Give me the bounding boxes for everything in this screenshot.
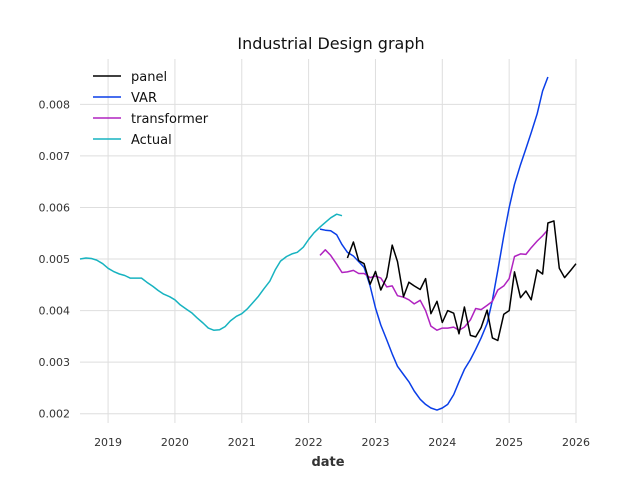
x-tick-label: 2019 <box>94 436 122 449</box>
grid <box>80 59 577 423</box>
x-tick-label: 2023 <box>361 436 389 449</box>
x-tick-label: 2020 <box>161 436 189 449</box>
series-line-var <box>319 76 549 411</box>
y-tick-label: 0.007 <box>39 150 71 163</box>
series-line-actual <box>79 213 343 331</box>
y-tick-label: 0.002 <box>39 408 71 421</box>
x-tick-label: 2026 <box>562 436 590 449</box>
y-tick-label: 0.004 <box>39 305 71 318</box>
y-axis-ticks: 0.002 0.003 0.004 0.005 0.006 0.007 0.008 <box>39 98 71 420</box>
y-tick-label: 0.008 <box>39 98 71 111</box>
x-tick-label: 2024 <box>428 436 456 449</box>
y-tick-label: 0.005 <box>39 253 71 266</box>
series-line-transformer <box>319 229 549 331</box>
chart-title: Industrial Design graph <box>237 34 424 53</box>
x-tick-label: 2025 <box>495 436 523 449</box>
y-tick-label: 0.006 <box>39 201 71 214</box>
legend-label: transformer <box>131 112 209 127</box>
legend: panel VAR transformer Actual <box>93 70 209 148</box>
y-tick-label: 0.003 <box>39 356 71 369</box>
series-lines <box>79 76 577 411</box>
x-axis-label: date <box>311 455 344 470</box>
legend-label: Actual <box>131 133 172 148</box>
x-tick-label: 2022 <box>295 436 323 449</box>
x-tick-label: 2021 <box>228 436 256 449</box>
x-axis-ticks: 2019 2020 2021 2022 2023 2024 2025 2026 <box>94 436 590 449</box>
legend-label: VAR <box>131 91 157 106</box>
series-line-panel <box>346 220 577 342</box>
legend-label: panel <box>131 70 167 85</box>
